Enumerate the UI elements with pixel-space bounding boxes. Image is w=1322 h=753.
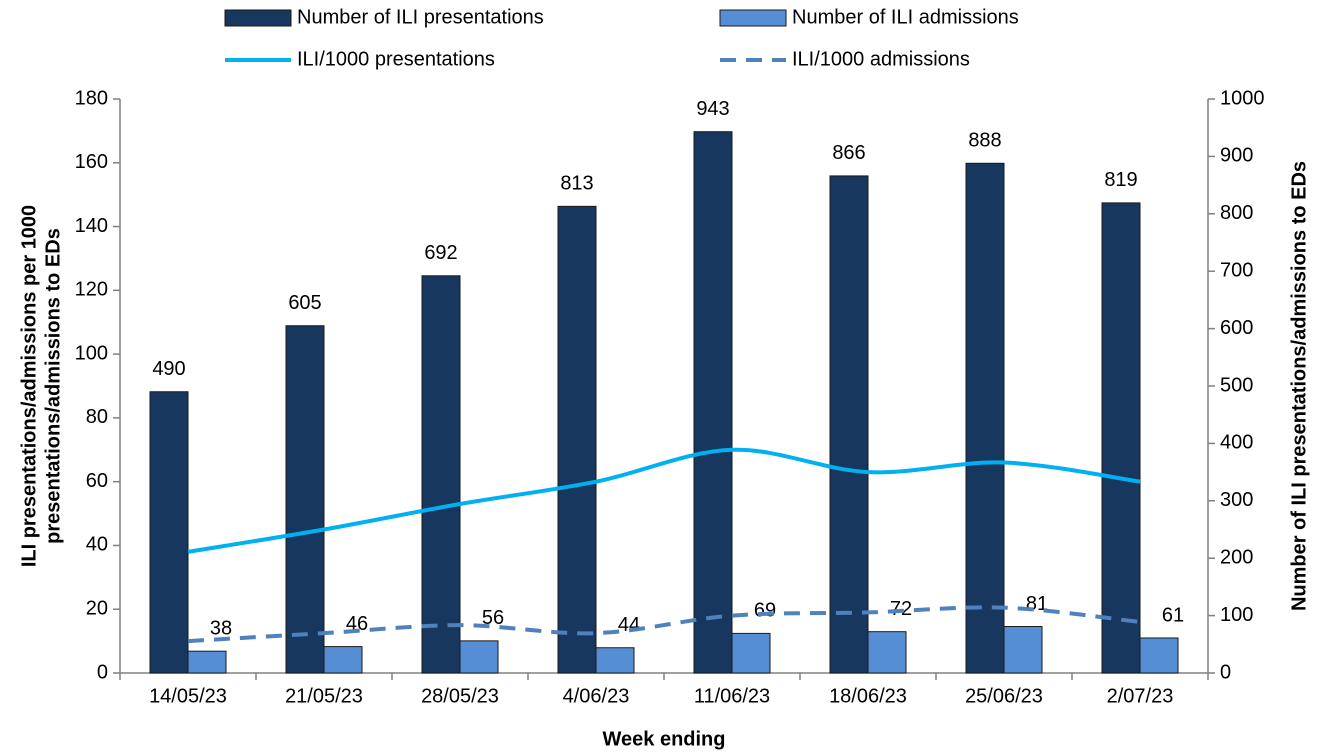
y-tick-label: 60 — [86, 470, 108, 492]
data-label: 866 — [832, 142, 865, 164]
bar — [693, 131, 733, 674]
y-axis-title: ILI presentations/admissions per 1000 — [18, 205, 40, 567]
y-axis-title: presentations/admissions to EDs — [42, 228, 64, 544]
y2-tick-label: 1000 — [1220, 87, 1265, 109]
y2-axis-title: Number of ILI presentations/admissions t… — [1288, 161, 1310, 611]
y-tick-label: 120 — [75, 279, 108, 301]
legend-label: Number of ILI admissions — [792, 6, 1019, 28]
data-label: 819 — [1104, 169, 1137, 191]
bar — [459, 640, 499, 674]
y2-tick-label: 600 — [1220, 317, 1253, 339]
data-label: 888 — [968, 130, 1001, 152]
y2-tick-label: 100 — [1220, 604, 1253, 626]
bar — [595, 647, 635, 674]
x-tick-label: 21/05/23 — [285, 685, 363, 707]
bar — [557, 205, 597, 674]
bar — [285, 325, 325, 674]
y2-tick-label: 300 — [1220, 489, 1253, 511]
x-tick-label: 2/07/23 — [1107, 685, 1174, 707]
y2-tick-label: 0 — [1220, 661, 1231, 683]
legend-label: ILI/1000 admissions — [792, 48, 970, 70]
data-label: 44 — [618, 614, 640, 636]
bar — [187, 650, 227, 674]
legend-label: Number of ILI presentations — [297, 6, 544, 28]
x-tick-label: 4/06/23 — [563, 685, 630, 707]
bar — [829, 175, 869, 674]
y-tick-label: 100 — [75, 342, 108, 364]
data-label: 943 — [696, 98, 729, 120]
bar — [421, 275, 461, 674]
bar — [1101, 202, 1141, 674]
data-label: 56 — [482, 607, 504, 629]
y-tick-label: 20 — [86, 598, 108, 620]
x-tick-label: 25/06/23 — [965, 685, 1043, 707]
line — [187, 447, 1141, 554]
y2-tick-label: 900 — [1220, 145, 1253, 167]
y2-tick-label: 700 — [1220, 259, 1253, 281]
y-tick-label: 80 — [86, 406, 108, 428]
bar — [965, 162, 1005, 674]
y-tick-label: 160 — [75, 151, 108, 173]
x-tick-label: 14/05/23 — [149, 685, 227, 707]
data-label: 813 — [560, 173, 593, 195]
data-label: 692 — [424, 242, 457, 264]
data-label: 69 — [754, 600, 776, 622]
x-axis-title: Week ending — [603, 728, 726, 750]
y2-tick-label: 500 — [1220, 374, 1253, 396]
legend-swatch — [719, 9, 787, 27]
y-tick-label: 0 — [97, 661, 108, 683]
bar — [1139, 637, 1179, 674]
bar — [867, 631, 907, 674]
x-tick-label: 18/06/23 — [829, 685, 907, 707]
y-tick-label: 40 — [86, 534, 108, 556]
y2-tick-label: 200 — [1220, 546, 1253, 568]
x-tick-label: 28/05/23 — [421, 685, 499, 707]
x-tick-label: 11/06/23 — [694, 685, 770, 707]
y2-tick-label: 400 — [1220, 432, 1253, 454]
data-label: 38 — [210, 617, 232, 639]
bar — [323, 646, 363, 674]
y-tick-label: 140 — [75, 215, 108, 237]
bar — [149, 391, 189, 674]
bar — [1003, 626, 1043, 674]
legend-swatch — [224, 9, 292, 27]
data-label: 605 — [288, 292, 321, 314]
line — [187, 605, 1141, 644]
data-label: 61 — [1162, 604, 1184, 626]
legend-label: ILI/1000 presentations — [297, 48, 495, 70]
y2-tick-label: 800 — [1220, 202, 1253, 224]
bar — [731, 632, 771, 674]
data-label: 490 — [152, 358, 185, 380]
y-tick-label: 180 — [75, 87, 108, 109]
